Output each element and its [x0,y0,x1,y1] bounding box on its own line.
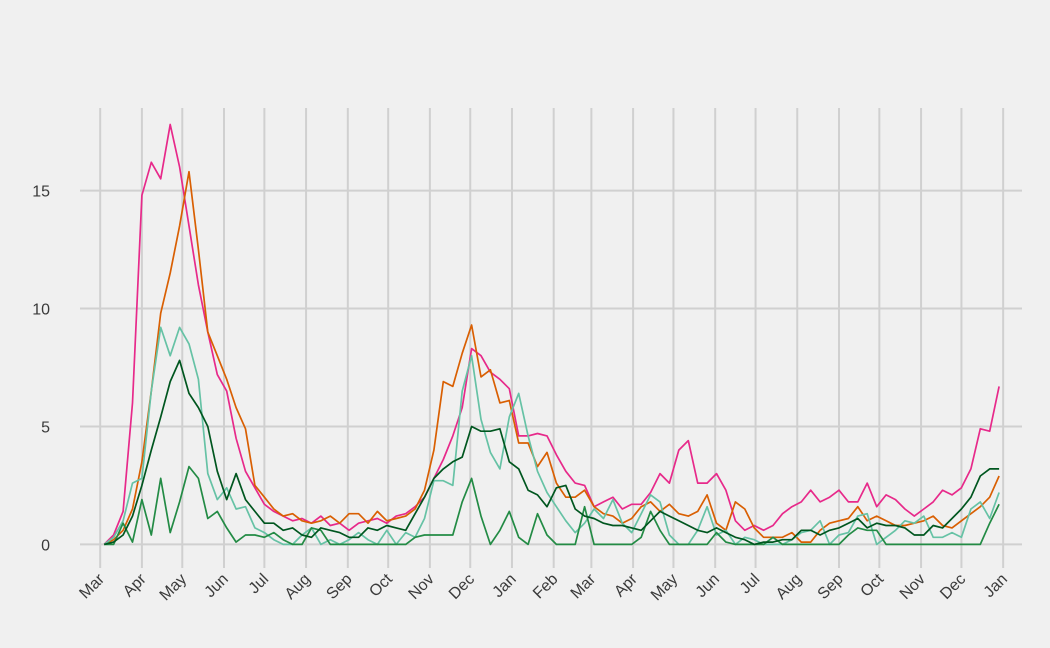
y-tick-label: 10 [32,302,50,319]
y-tick-label: 0 [41,537,50,554]
series-lines [103,123,1000,546]
series-line-2 [103,170,1000,546]
y-axis: 0 5 10 15 [32,184,50,555]
series-line-4 [104,465,1000,546]
series-line-3 [103,326,1000,546]
y-tick-label: 15 [32,184,50,201]
series-line-5 [103,359,1000,546]
y-tick-label: 5 [41,419,50,436]
series-line-1 [103,123,1000,546]
y-gridlines [80,189,1022,546]
